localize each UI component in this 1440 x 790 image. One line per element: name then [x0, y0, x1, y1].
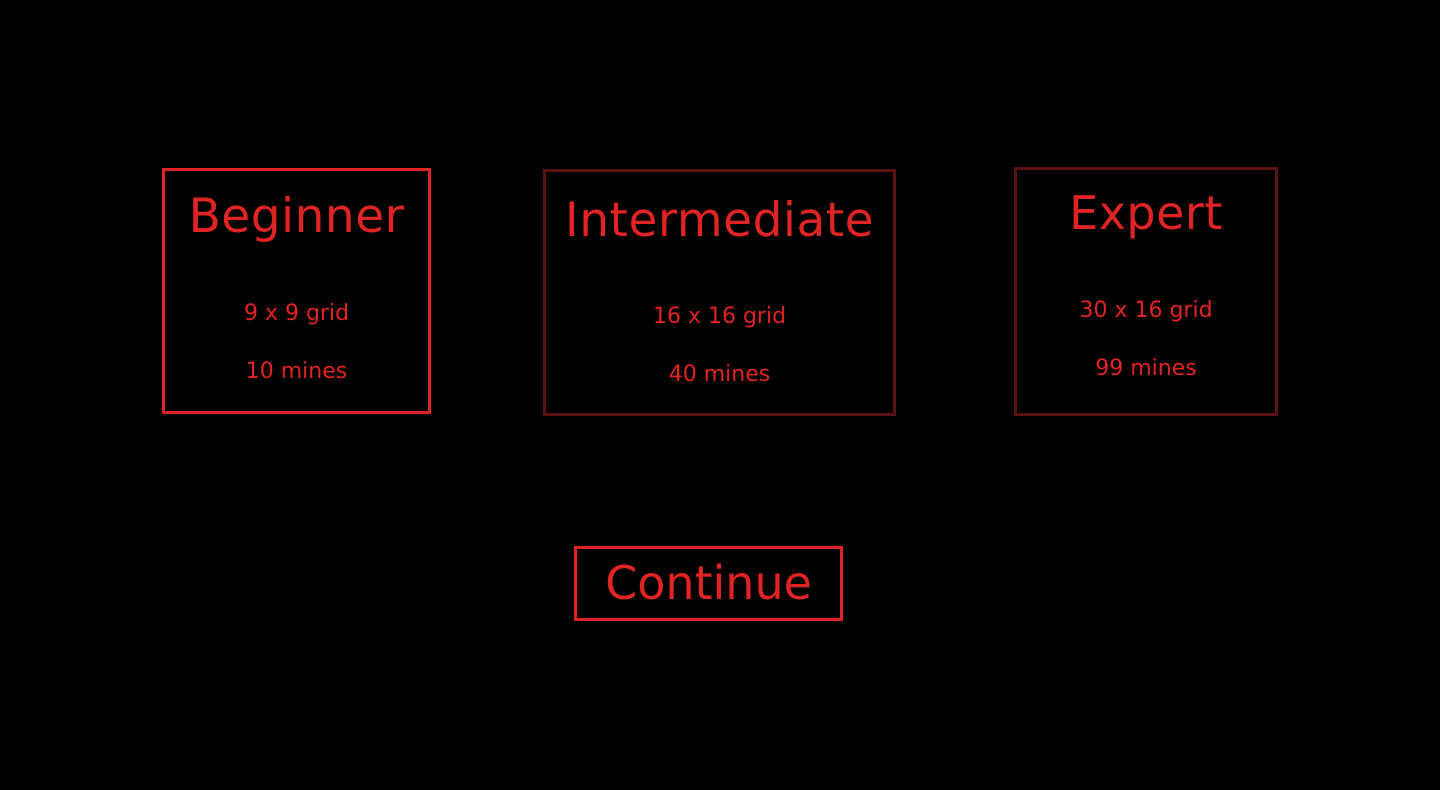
continue-button[interactable]: Continue: [574, 546, 843, 621]
difficulty-title: Expert: [1069, 186, 1223, 240]
mine-count-label: 99 mines: [1095, 356, 1197, 381]
grid-size-label: 16 x 16 grid: [652, 304, 787, 329]
difficulty-title: Beginner: [188, 189, 405, 244]
difficulty-card-beginner[interactable]: Beginner 9 x 9 grid 10 mines: [162, 168, 431, 414]
grid-size-label: 9 x 9 grid: [243, 301, 350, 326]
difficulty-title: Intermediate: [564, 193, 875, 248]
mine-count-label: 10 mines: [245, 359, 348, 384]
difficulty-card-intermediate[interactable]: Intermediate 16 x 16 grid 40 mines: [543, 169, 896, 416]
difficulty-card-expert[interactable]: Expert 30 x 16 grid 99 mines: [1014, 167, 1278, 416]
mine-count-label: 40 mines: [668, 362, 771, 387]
grid-size-label: 30 x 16 grid: [1079, 298, 1213, 323]
